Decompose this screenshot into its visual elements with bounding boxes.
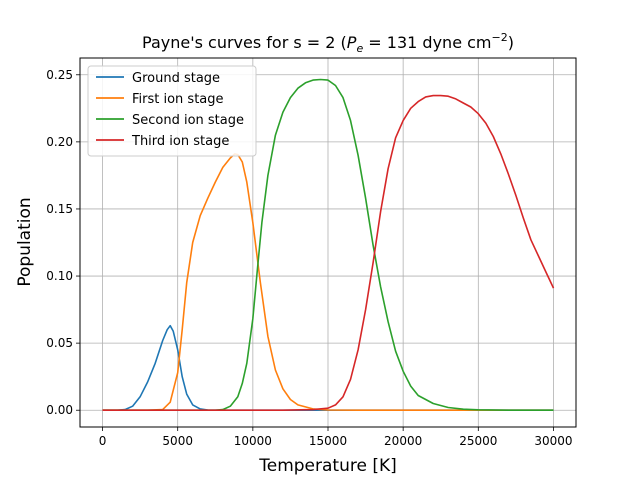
series-layer: [102, 78, 555, 412]
legend-box: [87, 65, 257, 157]
series-line-third-ion-stage: [102, 94, 555, 412]
ticks: 0 5000 10000 15000 20000 25000 30000 0.00 0.05 0.…: [46, 68, 572, 448]
x-tick-label: 10000: [234, 434, 272, 448]
y-axis-label: Population: [15, 197, 35, 286]
series-line-second-ion-stage: [102, 78, 554, 412]
legend-label: Third ion stage: [131, 134, 229, 149]
x-tick-label: 30000: [534, 434, 572, 448]
x-tick-label: 15000: [309, 434, 347, 448]
x-tick-label: 25000: [459, 434, 497, 448]
y-tick-label: 0.20: [46, 135, 73, 149]
legend-label: Ground stage: [132, 71, 220, 86]
legend: Ground stage First ion stage Second ion st…: [87, 65, 257, 157]
legend-label: First ion stage: [132, 92, 224, 107]
x-tick-label: 0: [99, 434, 107, 448]
x-axis-label: Temperature [K]: [258, 456, 397, 476]
y-tick-label: 0.25: [46, 68, 73, 82]
x-tick-label: 5000: [162, 434, 193, 448]
legend-label: Second ion stage: [132, 113, 244, 128]
chart-title: Payne's curves for s = 2 (Pe = 131 dyne …: [142, 31, 514, 55]
x-tick-label: 20000: [384, 434, 422, 448]
y-tick-label: 0.00: [46, 403, 73, 417]
y-tick-label: 0.10: [46, 269, 73, 283]
y-tick-label: 0.15: [46, 202, 73, 216]
y-tick-label: 0.05: [46, 336, 73, 350]
